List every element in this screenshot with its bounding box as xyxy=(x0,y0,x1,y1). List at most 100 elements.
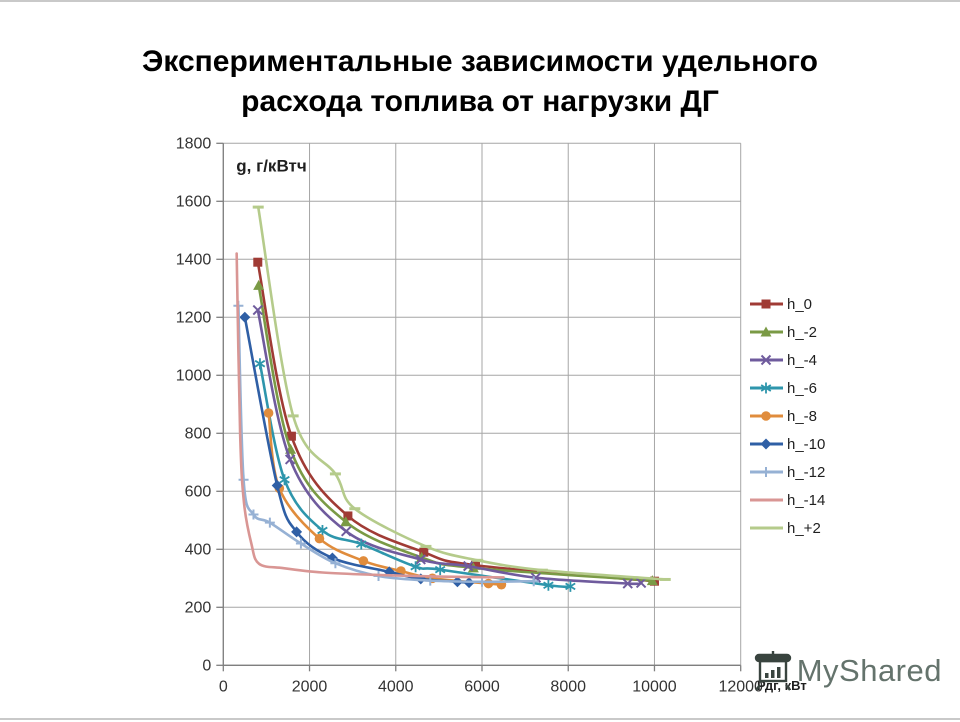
data-point-marker xyxy=(286,431,296,441)
data-point-marker xyxy=(415,554,426,565)
legend-label: h_0 xyxy=(787,296,812,313)
slide-title-line2: расхода топлива от нагрузки ДГ xyxy=(241,85,719,118)
data-point-marker xyxy=(622,578,633,589)
legend-label: h_-8 xyxy=(787,408,817,425)
data-point-marker xyxy=(483,578,494,589)
y-tick-label: 400 xyxy=(185,541,212,558)
series-line xyxy=(257,284,654,582)
legend-item-h_-12: h_-12 xyxy=(750,464,825,481)
data-point-marker xyxy=(239,311,251,323)
data-point-marker xyxy=(358,556,369,566)
legend-label: h_-6 xyxy=(787,380,817,397)
data-point-marker xyxy=(291,526,303,538)
data-point-marker xyxy=(340,516,352,527)
legend-label: h_-4 xyxy=(787,352,817,369)
data-point-marker xyxy=(635,577,647,589)
data-point-marker xyxy=(343,511,353,521)
data-point-marker xyxy=(434,564,446,576)
y-tick-label: 600 xyxy=(185,483,212,500)
data-point-marker xyxy=(317,524,328,536)
data-point-marker xyxy=(419,547,429,557)
y-tick-label: 1800 xyxy=(176,135,212,152)
data-point-marker xyxy=(253,279,265,290)
legend-label: h_-2 xyxy=(787,324,817,341)
data-point-marker xyxy=(340,526,352,537)
x-tick-label: 4000 xyxy=(378,678,414,695)
series-line xyxy=(256,205,667,581)
y-tick-label: 0 xyxy=(202,657,211,674)
y-tick-label: 1200 xyxy=(176,309,212,326)
y-axis-title: g, г/кВтч xyxy=(236,156,306,175)
legend-item-h_-10: h_-10 xyxy=(750,436,825,453)
series-h_+2 xyxy=(252,205,671,581)
data-point-marker xyxy=(760,354,772,366)
y-tick-label: 1600 xyxy=(176,193,212,210)
series-line xyxy=(258,362,572,589)
legend-item-h_0: h_0 xyxy=(750,296,812,313)
data-point-marker xyxy=(263,408,274,418)
data-point-marker xyxy=(761,467,771,477)
data-point-marker xyxy=(295,538,306,549)
x-tick-label: 10000 xyxy=(632,678,677,695)
data-point-marker xyxy=(543,579,554,591)
data-point-marker xyxy=(248,509,259,520)
y-tick-label: 1000 xyxy=(176,367,212,384)
series-line xyxy=(256,308,643,586)
watermark-text: MyShared xyxy=(796,653,942,688)
series-h_0 xyxy=(253,257,659,586)
y-tick-label: 200 xyxy=(185,599,212,616)
legend-label: h_+2 xyxy=(787,520,821,537)
data-point-marker xyxy=(646,575,658,586)
data-point-marker xyxy=(279,474,290,486)
legend-item-h_-6: h_-6 xyxy=(750,380,817,397)
x-tick-label: 2000 xyxy=(292,678,328,695)
legend-label: h_-10 xyxy=(787,436,825,453)
data-point-marker xyxy=(410,561,421,573)
legend-label: h_-12 xyxy=(787,464,825,481)
data-point-marker xyxy=(462,560,474,572)
legend: h_0 h_-2 h_-4 h_-6 h_-8 h_-10 h_-12 h_-14 h_+2 xyxy=(750,296,825,537)
data-point-marker xyxy=(471,560,481,570)
data-point-marker xyxy=(761,411,771,421)
slide-title: Экспериментальные зависимости удельного … xyxy=(0,42,960,122)
legend-item-h_-4: h_-4 xyxy=(750,352,817,369)
data-point-marker xyxy=(760,438,772,450)
data-point-marker xyxy=(254,358,266,370)
slide-title-line1: Экспериментальные зависимости удельного xyxy=(142,45,818,78)
data-point-marker xyxy=(760,382,772,394)
series-h_-2 xyxy=(253,279,658,586)
data-point-marker xyxy=(253,257,263,267)
series-line xyxy=(237,304,536,584)
data-point-marker xyxy=(330,558,341,569)
data-point-marker xyxy=(760,326,772,337)
x-tick-label: 8000 xyxy=(550,678,586,695)
data-point-marker xyxy=(761,299,771,309)
series-h_-4 xyxy=(252,304,647,589)
data-point-marker xyxy=(355,538,367,550)
legend-item-h_+2: h_+2 xyxy=(750,520,821,537)
series-lines xyxy=(233,205,671,592)
legend-item-h_-2: h_-2 xyxy=(750,324,817,341)
x-tick-label: 0 xyxy=(219,678,228,695)
data-point-marker xyxy=(565,580,576,592)
legend-item-h_-14: h_-14 xyxy=(750,492,825,509)
projector-screen-chart-icon xyxy=(754,651,791,691)
x-tick-label: 6000 xyxy=(464,678,500,695)
data-point-marker xyxy=(284,454,296,465)
data-point-marker xyxy=(314,533,325,544)
data-point-marker xyxy=(528,576,539,587)
x-tick-label: 12000 xyxy=(718,678,763,695)
myshared-watermark[interactable]: MyShared xyxy=(753,650,942,692)
series-h_-14 xyxy=(235,252,505,579)
y-tick-label: 1400 xyxy=(176,251,212,268)
legend-label: h_-14 xyxy=(787,492,825,509)
series-line xyxy=(235,252,505,579)
data-point-marker xyxy=(252,304,264,316)
data-point-marker xyxy=(271,480,283,491)
data-point-marker xyxy=(264,517,275,528)
y-tick-label: 800 xyxy=(185,425,212,442)
series-line xyxy=(256,260,656,583)
legend-item-h_-8: h_-8 xyxy=(750,408,817,425)
